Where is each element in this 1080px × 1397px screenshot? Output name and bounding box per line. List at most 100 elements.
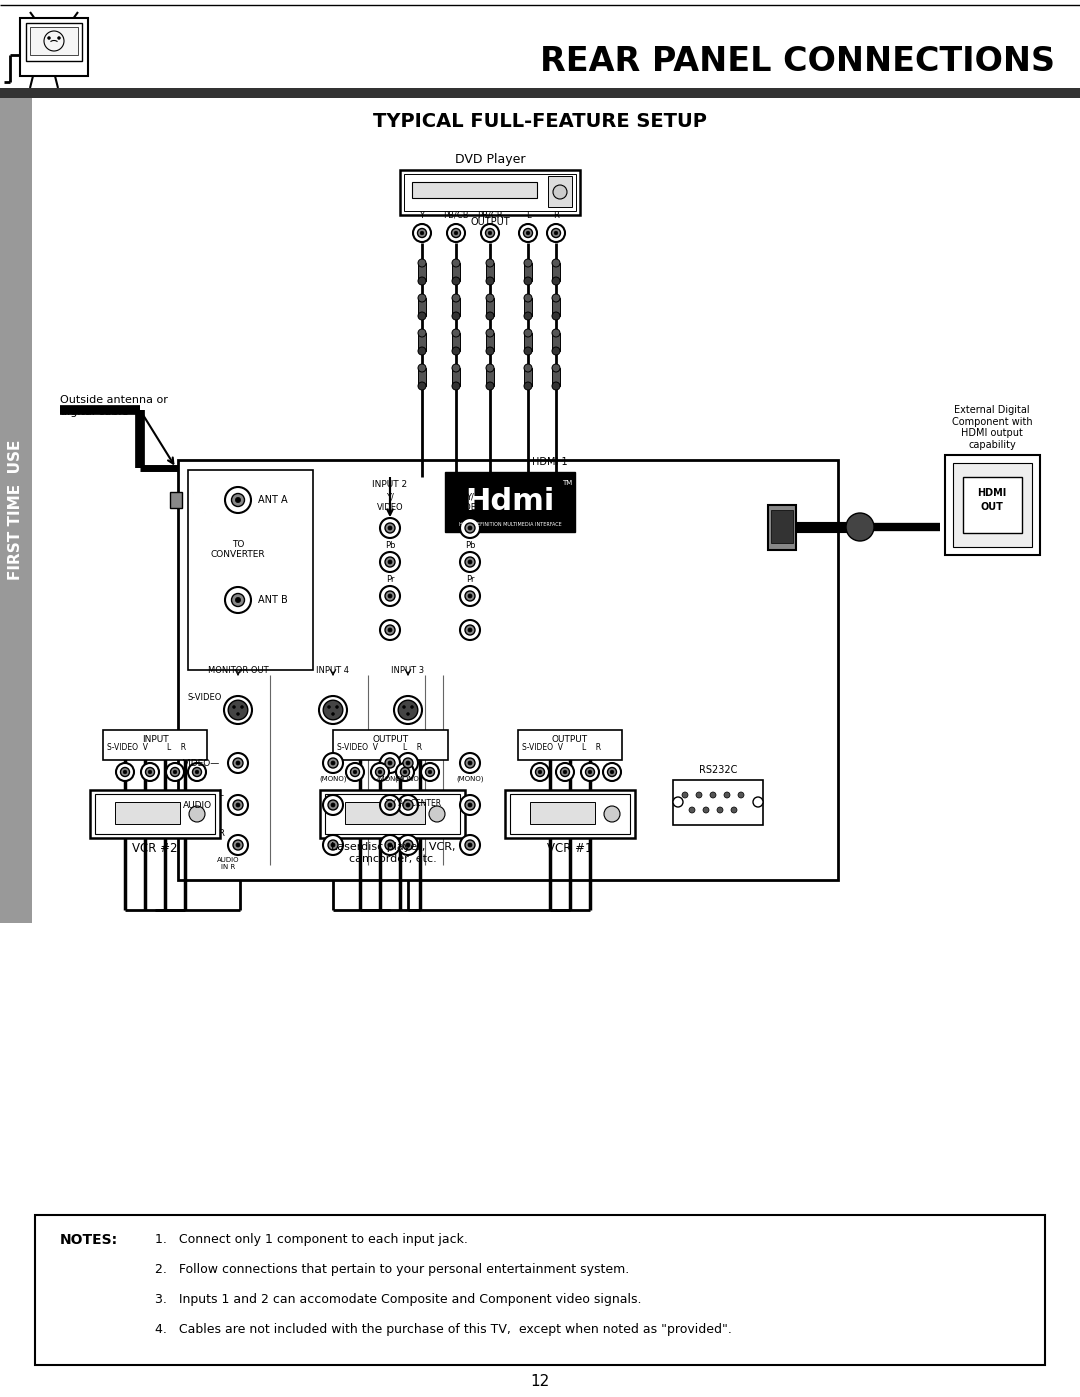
- Circle shape: [57, 36, 60, 39]
- Circle shape: [418, 381, 426, 390]
- Text: Pr: Pr: [386, 576, 394, 584]
- Circle shape: [332, 712, 335, 715]
- Circle shape: [330, 761, 335, 766]
- Bar: [404, 175, 576, 211]
- Circle shape: [465, 557, 475, 567]
- Circle shape: [351, 767, 360, 777]
- Circle shape: [453, 258, 460, 267]
- Circle shape: [486, 258, 494, 267]
- Circle shape: [44, 31, 64, 52]
- Circle shape: [486, 312, 494, 320]
- Bar: [524, 367, 532, 386]
- Circle shape: [453, 293, 460, 302]
- Circle shape: [353, 770, 356, 774]
- Text: External Digital
Component with
HDMI output
capability: External Digital Component with HDMI out…: [951, 405, 1032, 450]
- Circle shape: [233, 759, 243, 768]
- Bar: [524, 332, 532, 351]
- Circle shape: [418, 312, 426, 320]
- Text: AUDIO: AUDIO: [183, 800, 212, 809]
- Circle shape: [231, 594, 244, 606]
- Circle shape: [116, 763, 134, 781]
- Circle shape: [453, 381, 460, 390]
- Text: ANT A: ANT A: [258, 495, 287, 504]
- Text: MONITOR OUT: MONITOR OUT: [207, 666, 268, 675]
- Circle shape: [121, 767, 130, 777]
- Text: 2.   Follow connections that pertain to your personal entertainment system.: 2. Follow connections that pertain to yo…: [156, 1263, 630, 1275]
- Bar: [188, 469, 313, 671]
- Circle shape: [403, 759, 413, 768]
- Circle shape: [388, 560, 392, 564]
- Circle shape: [330, 842, 335, 847]
- Circle shape: [225, 587, 251, 613]
- Circle shape: [224, 696, 252, 724]
- Circle shape: [141, 763, 159, 781]
- Bar: [524, 263, 532, 281]
- Circle shape: [519, 224, 537, 242]
- Circle shape: [166, 763, 184, 781]
- Circle shape: [526, 231, 530, 235]
- Circle shape: [563, 770, 567, 774]
- Circle shape: [465, 759, 475, 768]
- Bar: [345, 802, 426, 824]
- Bar: [963, 476, 1022, 534]
- Circle shape: [237, 803, 240, 807]
- Circle shape: [388, 527, 392, 529]
- Circle shape: [531, 763, 549, 781]
- Circle shape: [468, 527, 472, 529]
- Text: INPUT 1: INPUT 1: [453, 481, 488, 489]
- Circle shape: [328, 759, 338, 768]
- Circle shape: [403, 800, 413, 810]
- Circle shape: [460, 795, 480, 814]
- Bar: [768, 504, 796, 550]
- Circle shape: [323, 795, 343, 814]
- Circle shape: [460, 518, 480, 538]
- Circle shape: [556, 763, 573, 781]
- Bar: [510, 793, 630, 834]
- Circle shape: [681, 792, 688, 798]
- Text: L: L: [526, 211, 530, 219]
- Circle shape: [228, 795, 248, 814]
- Circle shape: [429, 806, 445, 821]
- Text: AUDIO
IN R: AUDIO IN R: [217, 856, 240, 870]
- Circle shape: [388, 594, 392, 598]
- Circle shape: [384, 840, 395, 849]
- Circle shape: [376, 767, 384, 777]
- Text: R: R: [553, 211, 559, 219]
- Circle shape: [384, 522, 395, 534]
- Circle shape: [146, 767, 154, 777]
- Circle shape: [228, 700, 247, 719]
- Circle shape: [552, 312, 561, 320]
- Text: HIGH DEFINITION MULTIMEDIA INTERFACE: HIGH DEFINITION MULTIMEDIA INTERFACE: [459, 521, 562, 527]
- Circle shape: [753, 798, 762, 807]
- Circle shape: [486, 293, 494, 302]
- Circle shape: [378, 770, 382, 774]
- Circle shape: [189, 806, 205, 821]
- Bar: [178, 460, 838, 880]
- Circle shape: [388, 803, 392, 807]
- Text: PR/CR: PR/CR: [477, 211, 503, 219]
- Bar: [0, 88, 1080, 98]
- Circle shape: [388, 761, 392, 766]
- Circle shape: [524, 330, 532, 337]
- Circle shape: [346, 763, 364, 781]
- Circle shape: [225, 488, 251, 513]
- Circle shape: [413, 224, 431, 242]
- Circle shape: [403, 705, 405, 708]
- Text: Y: Y: [419, 211, 424, 219]
- Circle shape: [323, 753, 343, 773]
- Circle shape: [241, 705, 243, 708]
- Circle shape: [380, 835, 400, 855]
- Circle shape: [123, 770, 126, 774]
- Circle shape: [455, 231, 458, 235]
- Circle shape: [403, 770, 407, 774]
- Circle shape: [460, 620, 480, 640]
- Bar: [524, 298, 532, 316]
- Circle shape: [384, 557, 395, 567]
- Circle shape: [524, 312, 532, 320]
- Circle shape: [468, 629, 472, 631]
- Circle shape: [372, 763, 389, 781]
- Bar: [325, 793, 460, 834]
- Text: Pr: Pr: [465, 576, 474, 584]
- Circle shape: [420, 231, 423, 235]
- Text: Y/
VIDEO: Y/ VIDEO: [457, 493, 484, 513]
